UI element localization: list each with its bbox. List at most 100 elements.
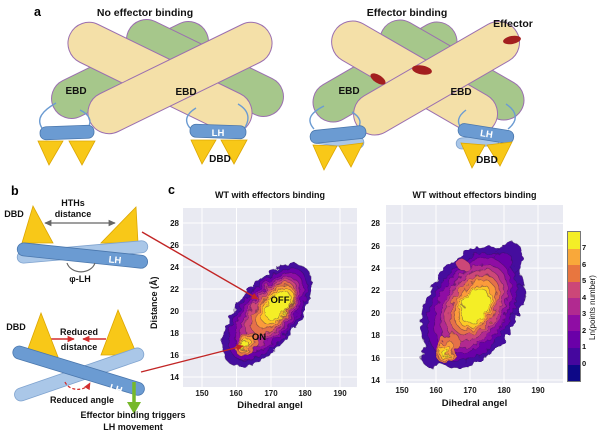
linker-helix — [309, 125, 367, 144]
y-tick: 22 — [371, 286, 380, 295]
linker-helix — [189, 123, 247, 140]
y-tick: 20 — [170, 307, 179, 316]
plot2-xlabel: Dihedral angel — [441, 398, 508, 409]
y-tick: 16 — [170, 351, 179, 360]
hths-distance-label: HTHs — [61, 198, 85, 208]
plot2-title: WT without effectors binding — [412, 190, 537, 200]
hths-distance-label: distance — [55, 209, 92, 219]
on-state-annotation: ON — [252, 332, 266, 343]
contour-band-main-core — [460, 288, 490, 324]
colorbar-segment — [568, 248, 580, 266]
linker-loop — [309, 105, 325, 130]
no-effector-title: No effector binding — [97, 7, 193, 19]
linker-loop — [185, 107, 197, 129]
panel-a-illustration: a No effector binding Effector binding E… — [34, 5, 533, 171]
y-tick: 24 — [170, 263, 179, 272]
ebd-label: EBD — [65, 86, 86, 97]
panel-b-illustration: b DBD HTHs distance LH φ-LH DBD Reduced … — [4, 185, 186, 431]
ebd-label: EBD — [175, 87, 196, 98]
colorbar-segment — [568, 347, 580, 365]
lh-label: LH — [108, 254, 122, 266]
x-tick: 190 — [531, 386, 545, 395]
dbd-triangle — [190, 139, 217, 165]
colorbar-segment — [568, 331, 580, 348]
colorbar-tick: 2 — [582, 326, 587, 335]
colorbar-tick: 7 — [582, 243, 587, 252]
bound-effector — [370, 73, 386, 85]
colorbar-segment — [568, 314, 580, 332]
colorbar-tick: 4 — [582, 293, 587, 302]
plot1-xlabel: Dihedral angel — [237, 400, 303, 411]
panel-b-label: b — [11, 185, 19, 198]
x-tick: 170 — [264, 389, 278, 398]
dbd-triangle — [220, 139, 248, 165]
dbd-triangle — [312, 144, 338, 171]
y-tick: 28 — [371, 219, 380, 228]
y-tick: 28 — [170, 219, 179, 228]
y-tick: 22 — [170, 285, 179, 294]
colorbar-segment — [568, 281, 580, 299]
y-tick: 20 — [371, 309, 380, 318]
x-tick: 160 — [429, 386, 443, 395]
colorbar-tick: 0 — [582, 359, 587, 368]
y-tick: 16 — [371, 354, 380, 363]
lh-label: LH — [479, 128, 493, 141]
density-contours — [222, 263, 312, 367]
x-tick: 180 — [298, 389, 312, 398]
plot1-title: WT with effectors binding — [215, 190, 325, 200]
y-tick: 18 — [170, 329, 179, 338]
colorbar-segment — [568, 364, 580, 382]
colorbar-tick: 6 — [582, 260, 587, 269]
phi-lh-label: φ-LH — [69, 274, 90, 284]
density-contours — [420, 242, 527, 368]
colorbar-tick: 5 — [582, 276, 587, 285]
panel-c-label: c — [168, 183, 175, 197]
plot1-ylabel: Distance (Å) — [149, 276, 159, 330]
linker-loop — [505, 103, 516, 130]
dbd-triangle — [486, 141, 513, 167]
lh-state-effector-bound: DBD Reduced distance LH Reduced angle Ef… — [6, 308, 186, 431]
reduced-angle-label: Reduced angle — [50, 395, 114, 405]
reduced-distance-label: distance — [61, 342, 98, 352]
x-tick: 170 — [463, 386, 477, 395]
x-tick: 160 — [229, 389, 243, 398]
plot2-canvas — [386, 205, 563, 383]
colorbar-tick: 1 — [582, 342, 587, 351]
dbd-label: DBD — [6, 322, 26, 332]
y-tick: 18 — [371, 331, 380, 340]
ebd-label: EBD — [338, 86, 359, 97]
effector-legend-label: Effector — [493, 18, 533, 30]
lh-label: LH — [108, 382, 123, 396]
colorbar-label: Ln(points number) — [588, 275, 597, 341]
reduced-distance-label: Reduced — [60, 327, 98, 337]
contour-plot-without-effectors — [386, 205, 563, 383]
ebd-domain — [353, 21, 520, 136]
dbd-triangle — [37, 140, 64, 166]
bound-effector — [412, 65, 432, 75]
x-tick: 150 — [195, 389, 209, 398]
contour-band-off-core — [265, 291, 291, 320]
lh-state-apo: DBD HTHs distance LH φ-LH — [4, 198, 149, 284]
effector-caption: Effector binding triggers — [80, 410, 185, 420]
y-tick: 14 — [170, 373, 179, 382]
dbd-triangle — [100, 308, 138, 356]
contour-band-secondary-core — [441, 348, 449, 358]
effector-caption: LH movement — [103, 422, 163, 431]
dbd-label: DBD — [209, 154, 231, 165]
linker-helix — [12, 345, 145, 396]
x-tick: 150 — [395, 386, 409, 395]
dbd-label: DBD — [4, 209, 24, 219]
y-tick: 24 — [371, 264, 380, 273]
contour-band — [455, 258, 471, 272]
plot1-canvas: OFF ON — [183, 208, 357, 387]
phi-angle-arc — [66, 262, 96, 273]
dimer-with-effector: EBD EBD LH DBD Effector — [309, 18, 533, 171]
dimer-no-effector: EBD EBD LH DBD — [37, 19, 284, 166]
dbd-triangle — [100, 206, 139, 244]
colorbar-segment — [568, 298, 580, 315]
dbd-triangle — [21, 204, 54, 244]
dbd-label: DBD — [476, 155, 498, 166]
y-tick: 14 — [371, 376, 380, 385]
panel-a-label: a — [34, 5, 42, 19]
lh-movement-arrowhead — [127, 402, 141, 414]
